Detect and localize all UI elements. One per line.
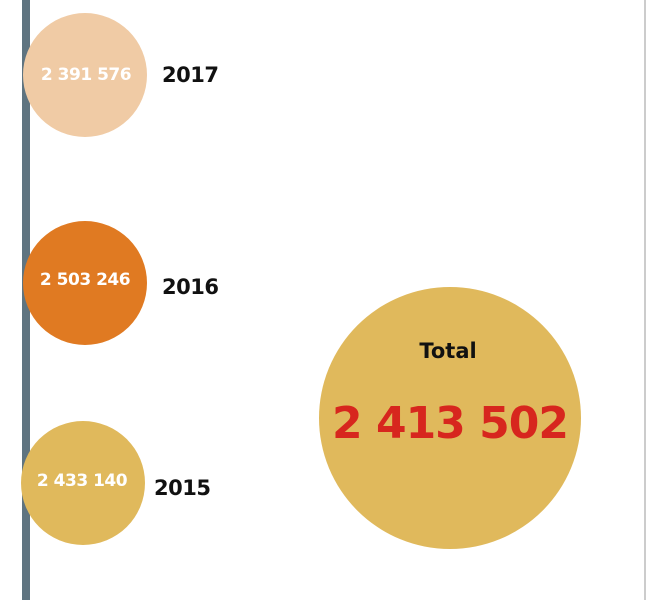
year-label: 2016: [162, 275, 218, 299]
total-circle: [319, 287, 581, 549]
year-value: 2 503 246: [40, 270, 130, 290]
year-value: 2 391 576: [41, 65, 131, 85]
total-value: 2 413 502: [332, 398, 568, 449]
year-circle: [21, 421, 145, 545]
year-circle: [23, 13, 147, 137]
year-circle: [23, 221, 147, 345]
total-label: Total: [419, 339, 476, 363]
year-label: 2015: [154, 476, 210, 500]
year-value: 2 433 140: [37, 471, 128, 491]
year-label: 2017: [162, 63, 218, 87]
